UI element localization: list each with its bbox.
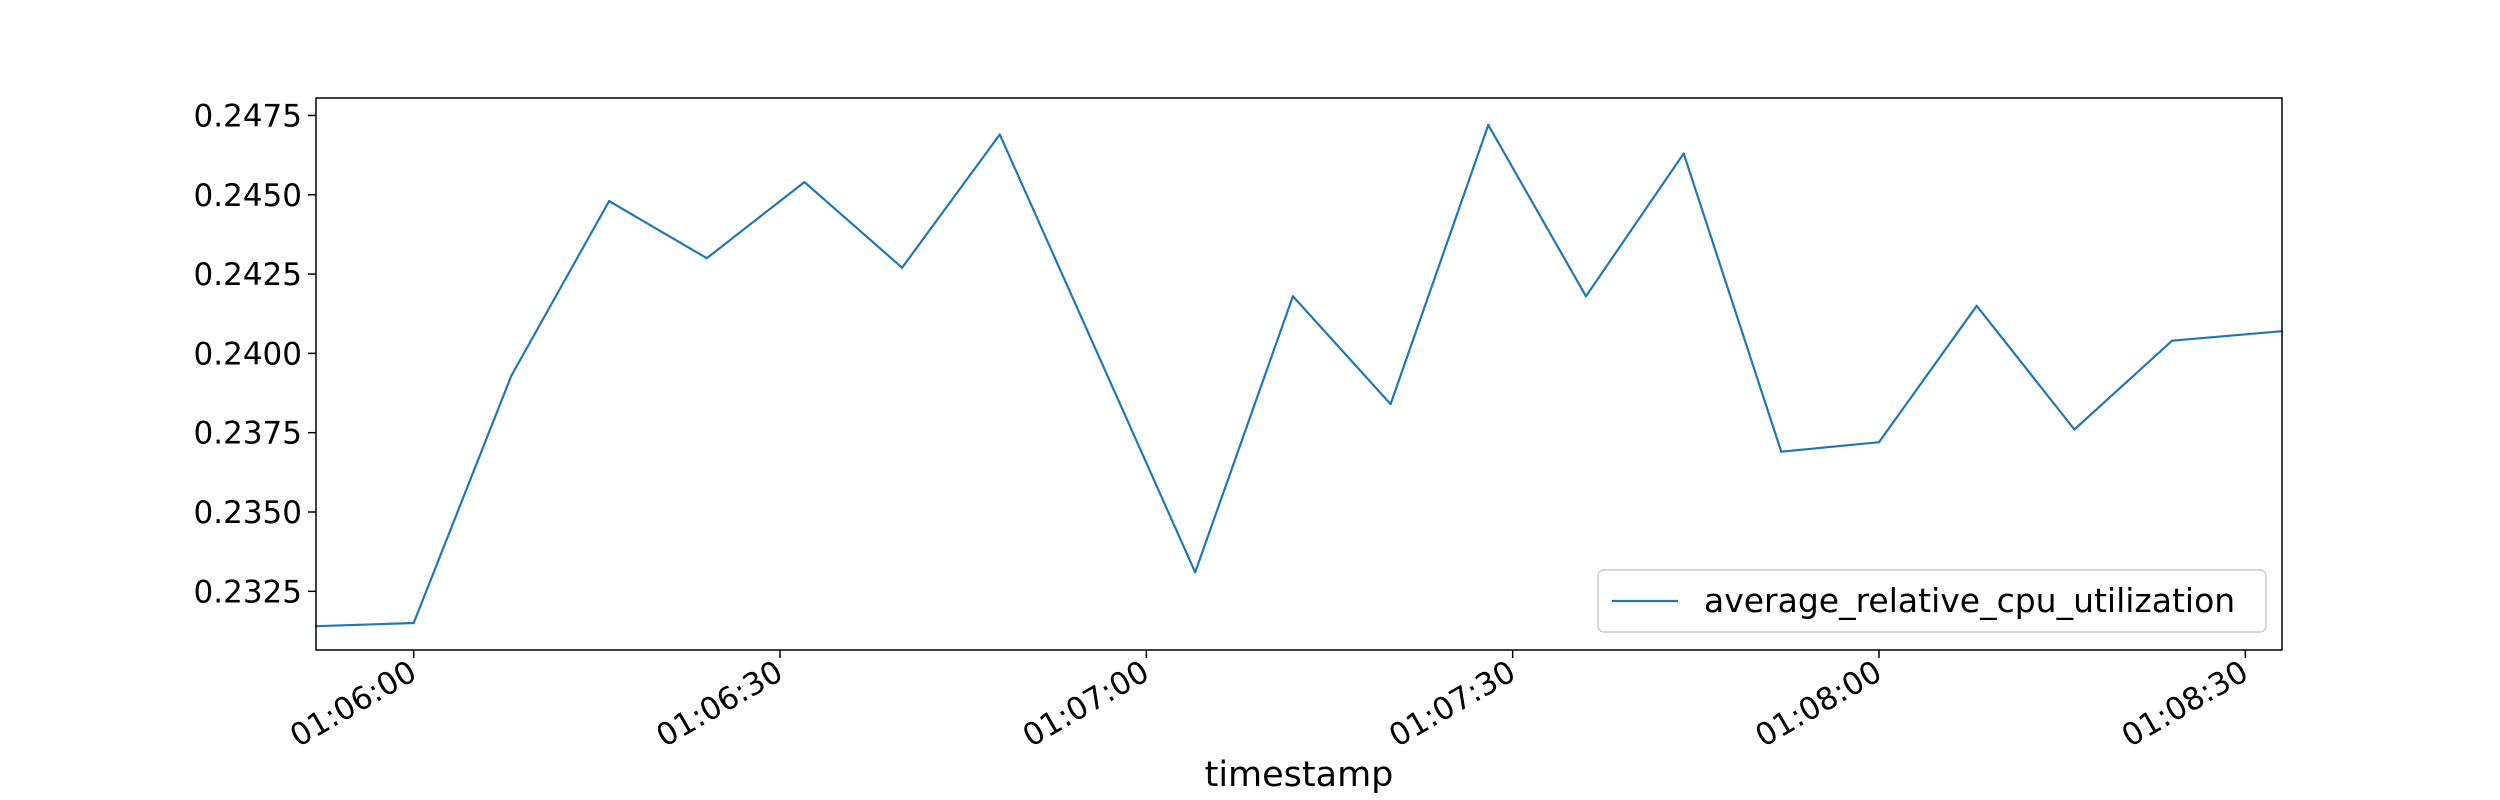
x-tick-label: 01:06:30 [650,654,789,755]
data-point [1780,450,1783,453]
data-point [705,257,708,260]
legend-box [1597,569,2267,633]
plot-area [314,97,2284,651]
data-point [412,621,415,625]
x-tick-label: 01:08:00 [1749,654,1888,755]
data-point [803,180,806,184]
x-axis: 01:06:00 01:06:30 01:07:00 01:07:30 01:08:00… [284,650,2254,755]
data-point [2170,339,2174,342]
x-tick-label: 01:07:30 [1383,654,1522,755]
x-tick-label: 01:06:00 [284,654,423,755]
data-point [1975,304,1978,307]
legend-label: average_relative_cpu_utilization [1704,581,2235,620]
data-point [1291,295,1294,298]
data-point [2073,428,2076,431]
y-tick-label: 0.2475 [194,98,302,134]
y-tick-label: 0.2450 [194,178,302,214]
data-point [1096,352,1099,355]
data-point [607,200,611,203]
y-tick-label: 0.2425 [194,257,302,293]
series-line [315,123,2283,628]
plot-frame [315,97,2283,651]
data-point [1389,403,1392,406]
legend: average_relative_cpu_utilization [1597,569,2267,633]
data-point [998,133,1001,136]
y-tick-label: 0.2325 [194,574,302,610]
y-tick-label: 0.2350 [194,495,302,531]
data-point [1194,571,1197,574]
data-point [1487,123,1490,127]
x-axis-label: timestamp [1205,755,1394,795]
data-point [1682,152,1685,155]
y-tick-label: 0.2375 [194,416,302,452]
data-point [1584,295,1588,298]
data-point [510,374,513,377]
data-point [901,266,904,269]
y-axis: 0.2325 0.2350 0.2375 0.2400 0.2425 0.2450 0.24… [194,98,316,610]
y-tick-label: 0.2400 [194,336,302,372]
x-tick-label: 01:08:30 [2116,654,2255,755]
x-tick-label: 01:07:00 [1017,654,1156,755]
data-point [1877,441,1881,444]
